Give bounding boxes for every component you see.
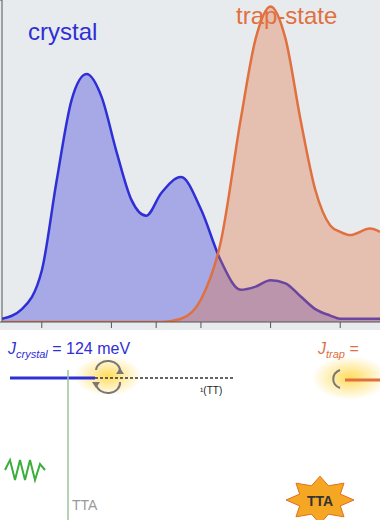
html-text:trap-state: trap-state [236,2,338,29]
html-text:crystal: crystal [28,18,98,45]
svg-text:TTA: TTA [72,497,98,513]
html-text:Jtrap=: Jtrap= [318,340,359,361]
svg-text:¹(TT): ¹(TT) [200,385,222,396]
svg-text:TTA: TTA [307,493,333,509]
html-text:Jcrystal= 124 meV: Jcrystal= 124 meV [8,340,131,361]
